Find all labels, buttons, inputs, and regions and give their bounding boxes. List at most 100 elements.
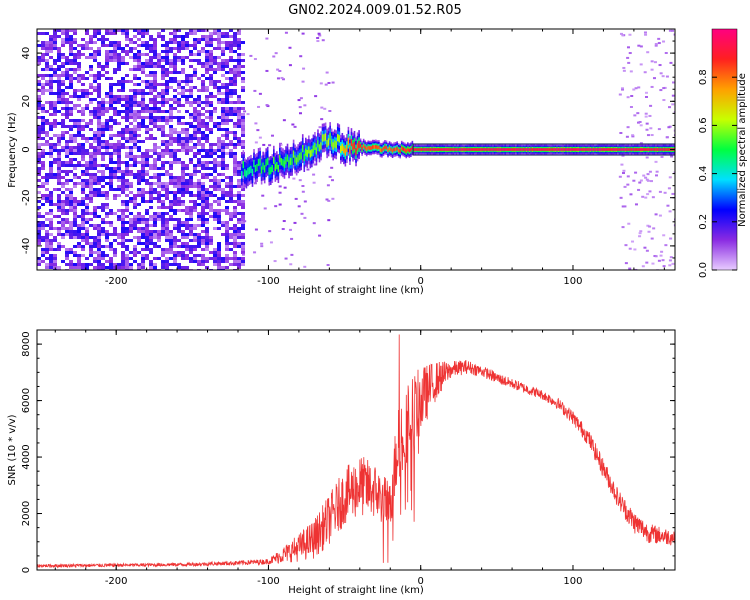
- heatmap-cell: [173, 209, 177, 212]
- heatmap-cell: [81, 173, 85, 176]
- heatmap-cell: [278, 203, 282, 206]
- heatmap-cell: [129, 191, 133, 194]
- heatmap-cell: [169, 164, 173, 167]
- heatmap-cell: [209, 56, 213, 59]
- heatmap-cell: [37, 137, 41, 140]
- heatmap-cell: [85, 203, 89, 206]
- heatmap-cell: [241, 116, 245, 119]
- heatmap-cell: [133, 194, 137, 197]
- heatmap-cell: [291, 157, 293, 165]
- heatmap-cell: [121, 86, 125, 89]
- heatmap-cell: [141, 71, 145, 74]
- heatmap-cell: [153, 125, 157, 128]
- heatmap-cell: [57, 68, 61, 71]
- heatmap-cell: [89, 119, 93, 122]
- heatmap-cell: [109, 41, 113, 44]
- heatmap-cell: [241, 59, 245, 62]
- heatmap-cell: [93, 35, 97, 38]
- heatmap-cell: [161, 119, 165, 122]
- heatmap-cell: [73, 197, 77, 200]
- heatmap-cell: [551, 148, 554, 151]
- heatmap-cell: [37, 224, 41, 227]
- heatmap-cell: [53, 215, 57, 218]
- heatmap-cell: [65, 173, 69, 176]
- heatmap-cell: [37, 74, 41, 77]
- heatmap-cell: [283, 160, 286, 168]
- heatmap-cell: [209, 128, 213, 131]
- heatmap-cell: [426, 148, 429, 151]
- heatmap-cell: [77, 227, 81, 230]
- heatmap-cell: [65, 110, 69, 113]
- heatmap-cell: [85, 41, 89, 44]
- heatmap-cell: [37, 221, 41, 224]
- heatmap-cell: [185, 140, 189, 143]
- heatmap-cell: [109, 170, 113, 173]
- heatmap-cell: [181, 146, 185, 149]
- heatmap-cell: [201, 260, 205, 263]
- heatmap-cell: [658, 190, 662, 193]
- heatmap-cell: [37, 134, 41, 137]
- heatmap-cell: [189, 104, 193, 107]
- heatmap-cell: [221, 191, 225, 194]
- heatmap-cell: [217, 215, 221, 218]
- heatmap-cell: [133, 200, 137, 203]
- heatmap-cell: [101, 251, 105, 254]
- heatmap-cell: [37, 98, 41, 101]
- heatmap-cell: [105, 92, 109, 95]
- heatmap-cell: [185, 233, 189, 236]
- heatmap-cell: [297, 155, 299, 163]
- heatmap-cell: [237, 230, 241, 233]
- heatmap-cell: [197, 89, 201, 92]
- heatmap-cell: [125, 131, 129, 134]
- heatmap-cell: [57, 215, 61, 218]
- heatmap-cell: [37, 62, 41, 65]
- heatmap-cell: [213, 215, 217, 218]
- heatmap-cell: [125, 29, 129, 32]
- heatmap-cell: [93, 107, 97, 110]
- heatmap-cell: [77, 200, 81, 203]
- heatmap-cell: [97, 152, 101, 155]
- heatmap-cell: [161, 59, 165, 62]
- heatmap-cell: [233, 230, 237, 233]
- heatmap-cell: [53, 134, 57, 137]
- heatmap-cell: [173, 152, 177, 155]
- heatmap-cell: [93, 59, 97, 62]
- heatmap-cell: [109, 155, 113, 158]
- heatmap-cell: [233, 35, 237, 38]
- heatmap-cell: [129, 122, 133, 125]
- heatmap-cell: [189, 176, 193, 179]
- heatmap-cell: [69, 236, 73, 239]
- heatmap-cell: [221, 161, 225, 164]
- heatmap-cell: [161, 98, 165, 101]
- heatmap-cell: [57, 59, 61, 62]
- heatmap-cell: [177, 203, 181, 206]
- heatmap-cell: [121, 104, 125, 107]
- heatmap-cell: [173, 182, 177, 185]
- heatmap-cell: [105, 230, 109, 233]
- heatmap-cell: [121, 89, 125, 92]
- heatmap-cell: [189, 59, 193, 62]
- heatmap-cell: [209, 62, 213, 65]
- heatmap-cell: [225, 101, 229, 104]
- heatmap-cell: [101, 134, 105, 137]
- heatmap-cell: [61, 164, 65, 167]
- heatmap-cell: [153, 167, 157, 170]
- heatmap-cell: [169, 77, 173, 80]
- heatmap-cell: [217, 173, 221, 176]
- heatmap-cell: [141, 152, 145, 155]
- heatmap-cell: [129, 230, 133, 233]
- heatmap-cell: [105, 203, 109, 206]
- heatmap-cell: [201, 83, 205, 86]
- heatmap-cell: [85, 167, 89, 170]
- heatmap-cell: [225, 83, 229, 86]
- heatmap-cell: [105, 101, 109, 104]
- heatmap-cell: [157, 110, 161, 113]
- heatmap-cell: [229, 185, 233, 188]
- heatmap-cell: [221, 143, 225, 146]
- heatmap-cell: [237, 44, 241, 47]
- heatmap-cell: [129, 107, 133, 110]
- heatmap-cell: [209, 155, 213, 158]
- heatmap-cell: [253, 58, 257, 61]
- heatmap-cell: [217, 56, 221, 59]
- heatmap-cell: [169, 143, 173, 146]
